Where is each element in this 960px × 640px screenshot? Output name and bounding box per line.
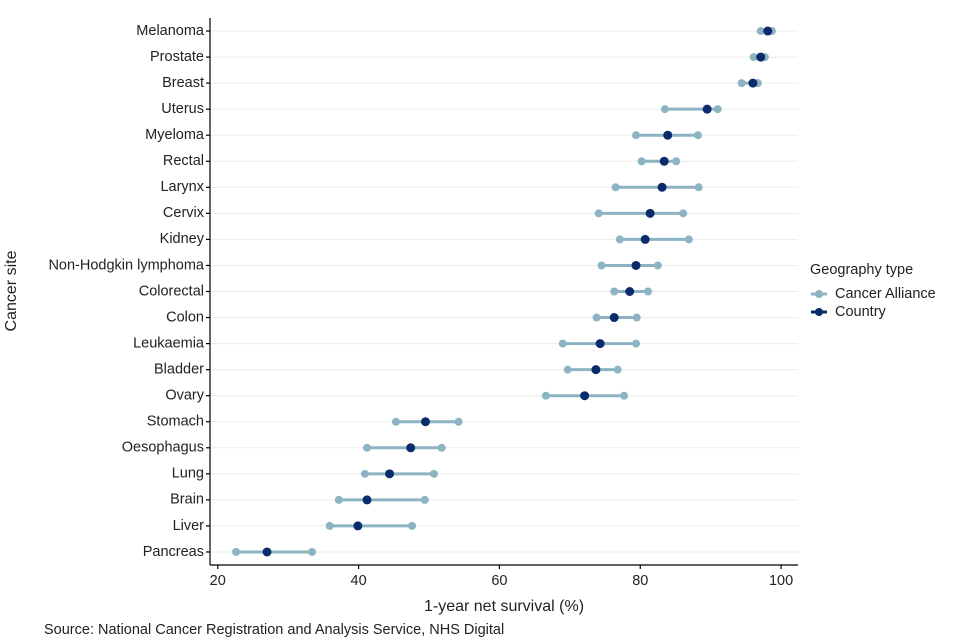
country-dot [756,52,766,62]
alliance-high-dot [454,417,463,426]
alliance-low-dot [360,469,369,478]
y-tick-label: Larynx [160,179,204,195]
alliance-high-dot [613,365,622,374]
alliance-low-dot [737,79,746,88]
country-dot [353,521,363,531]
y-tick-label: Brain [170,492,204,508]
alliance-high-dot [420,495,429,504]
alliance-high-dot [694,183,703,192]
alliance-high-dot [408,521,417,530]
y-tick-label: Leukaemia [133,335,205,351]
y-tick-label: Myeloma [145,127,205,143]
alliance-low-dot [334,495,343,504]
alliance-low-dot [637,157,646,166]
alliance-low-dot [563,365,572,374]
y-tick-label: Prostate [150,49,204,65]
country-dot [748,78,758,88]
alliance-high-dot [620,391,629,400]
alliance-low-dot [610,287,619,296]
x-tick-label: 20 [210,573,226,589]
alliance-low-dot [594,209,603,218]
legend-label: Cancer Alliance [835,286,936,302]
alliance-low-dot [660,105,669,114]
country-dot [659,156,669,166]
country-dot [406,443,416,453]
alliance-low-dot [541,391,550,400]
y-tick-label: Pancreas [143,544,204,560]
y-tick-label: Uterus [161,101,204,117]
alliance-low-dot [597,261,606,270]
x-tick-label: 40 [351,573,367,589]
country-dot [362,495,372,505]
country-dot [763,26,773,36]
source-note: Source: National Cancer Registration and… [44,622,504,638]
country-dot [420,417,430,427]
country-dot [595,339,605,349]
y-tick-label: Cervix [163,205,205,221]
country-dot [609,313,619,323]
alliance-high-dot [308,547,317,556]
country-dot [262,547,272,557]
alliance-low-dot [363,443,372,452]
y-tick-label: Bladder [154,361,204,377]
alliance-high-dot [644,287,653,296]
country-dot [580,391,590,401]
country-dot [631,260,641,270]
y-axis-label: Cancer site [3,250,20,331]
country-dot [591,365,601,375]
alliance-high-dot [713,105,722,114]
y-tick-label: Kidney [160,231,205,247]
y-tick-label: Non-Hodgkin lymphoma [48,257,204,273]
y-tick-label: Lung [172,466,204,482]
y-tick-label: Ovary [165,388,204,404]
alliance-low-dot [325,521,334,530]
x-axis-label: 1-year net survival (%) [424,598,584,615]
legend-key-dot [815,290,823,298]
legend-key-dot [815,308,823,316]
y-tick-label: Colon [166,309,204,325]
alliance-low-dot [749,53,758,62]
x-tick-label: 60 [491,573,507,589]
y-tick-label: Rectal [163,153,204,169]
country-dot [385,469,395,479]
legend-title: Geography type [810,262,913,278]
y-tick-label: Breast [162,75,204,91]
country-dot [702,104,712,114]
alliance-low-dot [632,131,641,140]
alliance-high-dot [437,443,446,452]
country-dot [645,208,655,218]
y-tick-label: Melanoma [136,23,205,39]
y-tick-label: Oesophagus [122,440,204,456]
legend-label: Country [835,304,887,320]
country-dot [657,182,667,192]
alliance-low-dot [611,183,620,192]
y-tick-label: Colorectal [139,283,204,299]
y-tick-label: Liver [173,518,205,534]
country-dot [663,130,673,140]
alliance-high-dot [632,313,641,322]
alliance-high-dot [679,209,688,218]
alliance-high-dot [429,469,438,478]
y-tick-label: Stomach [147,414,204,430]
alliance-high-dot [632,339,641,348]
alliance-low-dot [391,417,400,426]
country-dot [625,287,635,296]
alliance-low-dot [615,235,624,244]
alliance-low-dot [232,547,241,556]
alliance-low-dot [592,313,601,322]
alliance-high-dot [653,261,662,270]
alliance-high-dot [694,131,703,140]
country-dot [640,234,650,244]
x-tick-label: 100 [769,573,793,589]
x-tick-label: 80 [632,573,648,589]
alliance-high-dot [672,157,681,166]
alliance-low-dot [756,27,765,36]
alliance-high-dot [684,235,693,244]
alliance-low-dot [558,339,567,348]
